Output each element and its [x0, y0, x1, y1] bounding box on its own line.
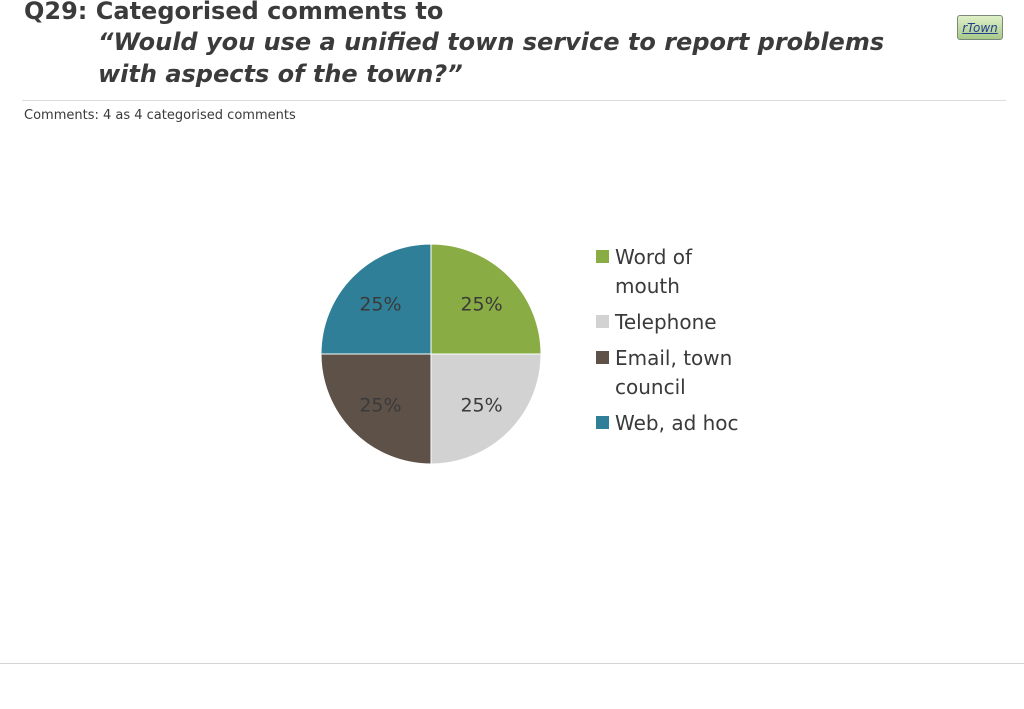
pie-data-label-email-town-council: 25% — [359, 395, 401, 417]
pie-data-label-word-of-mouth: 25% — [460, 293, 502, 315]
pie-data-label-web-ad-hoc: 25% — [359, 293, 401, 315]
legend-label-word-of-mouth-line-2: mouth — [615, 274, 680, 298]
legend-swatch-telephone — [596, 315, 609, 328]
rtown-logo-button[interactable]: rTown — [957, 15, 1003, 40]
title-block: Q29: Categorised comments to “Would you … — [24, 0, 924, 90]
legend-label-word-of-mouth-line-1: Word of — [615, 245, 693, 269]
pie-data-labels: 25% 25% 25% 25% — [359, 293, 502, 416]
legend-swatch-email-town-council — [596, 351, 609, 364]
legend-label-email-town-council-line-1: Email, town — [615, 346, 732, 370]
legend-swatch-word-of-mouth — [596, 250, 609, 263]
legend-label-web-ad-hoc: Web, ad hoc — [615, 411, 739, 435]
legend-label-email-town-council-line-2: council — [615, 375, 686, 399]
legend-label-telephone: Telephone — [614, 310, 717, 334]
footer-divider — [0, 663, 1024, 664]
pie-slice-telephone — [430, 353, 542, 465]
pie-slice-email-town-council — [320, 353, 432, 465]
pie-data-label-telephone: 25% — [460, 395, 502, 417]
question-text-line-2: with aspects of the town?” — [98, 60, 463, 88]
header-divider — [22, 100, 1006, 101]
pie-slice-word-of-mouth — [430, 243, 542, 355]
page-title: Q29: Categorised comments to — [24, 0, 444, 25]
legend-swatch-web-ad-hoc — [596, 416, 609, 429]
chart-legend: Word of mouth Telephone Email, town council W… — [596, 245, 739, 435]
pie-slices — [320, 243, 542, 465]
pie-slice-web-ad-hoc — [320, 243, 432, 355]
comments-count-note: Comments: 4 as 4 categorised comments — [24, 108, 296, 123]
question-text-line-1: “Would you use a unified town service to… — [98, 28, 885, 56]
